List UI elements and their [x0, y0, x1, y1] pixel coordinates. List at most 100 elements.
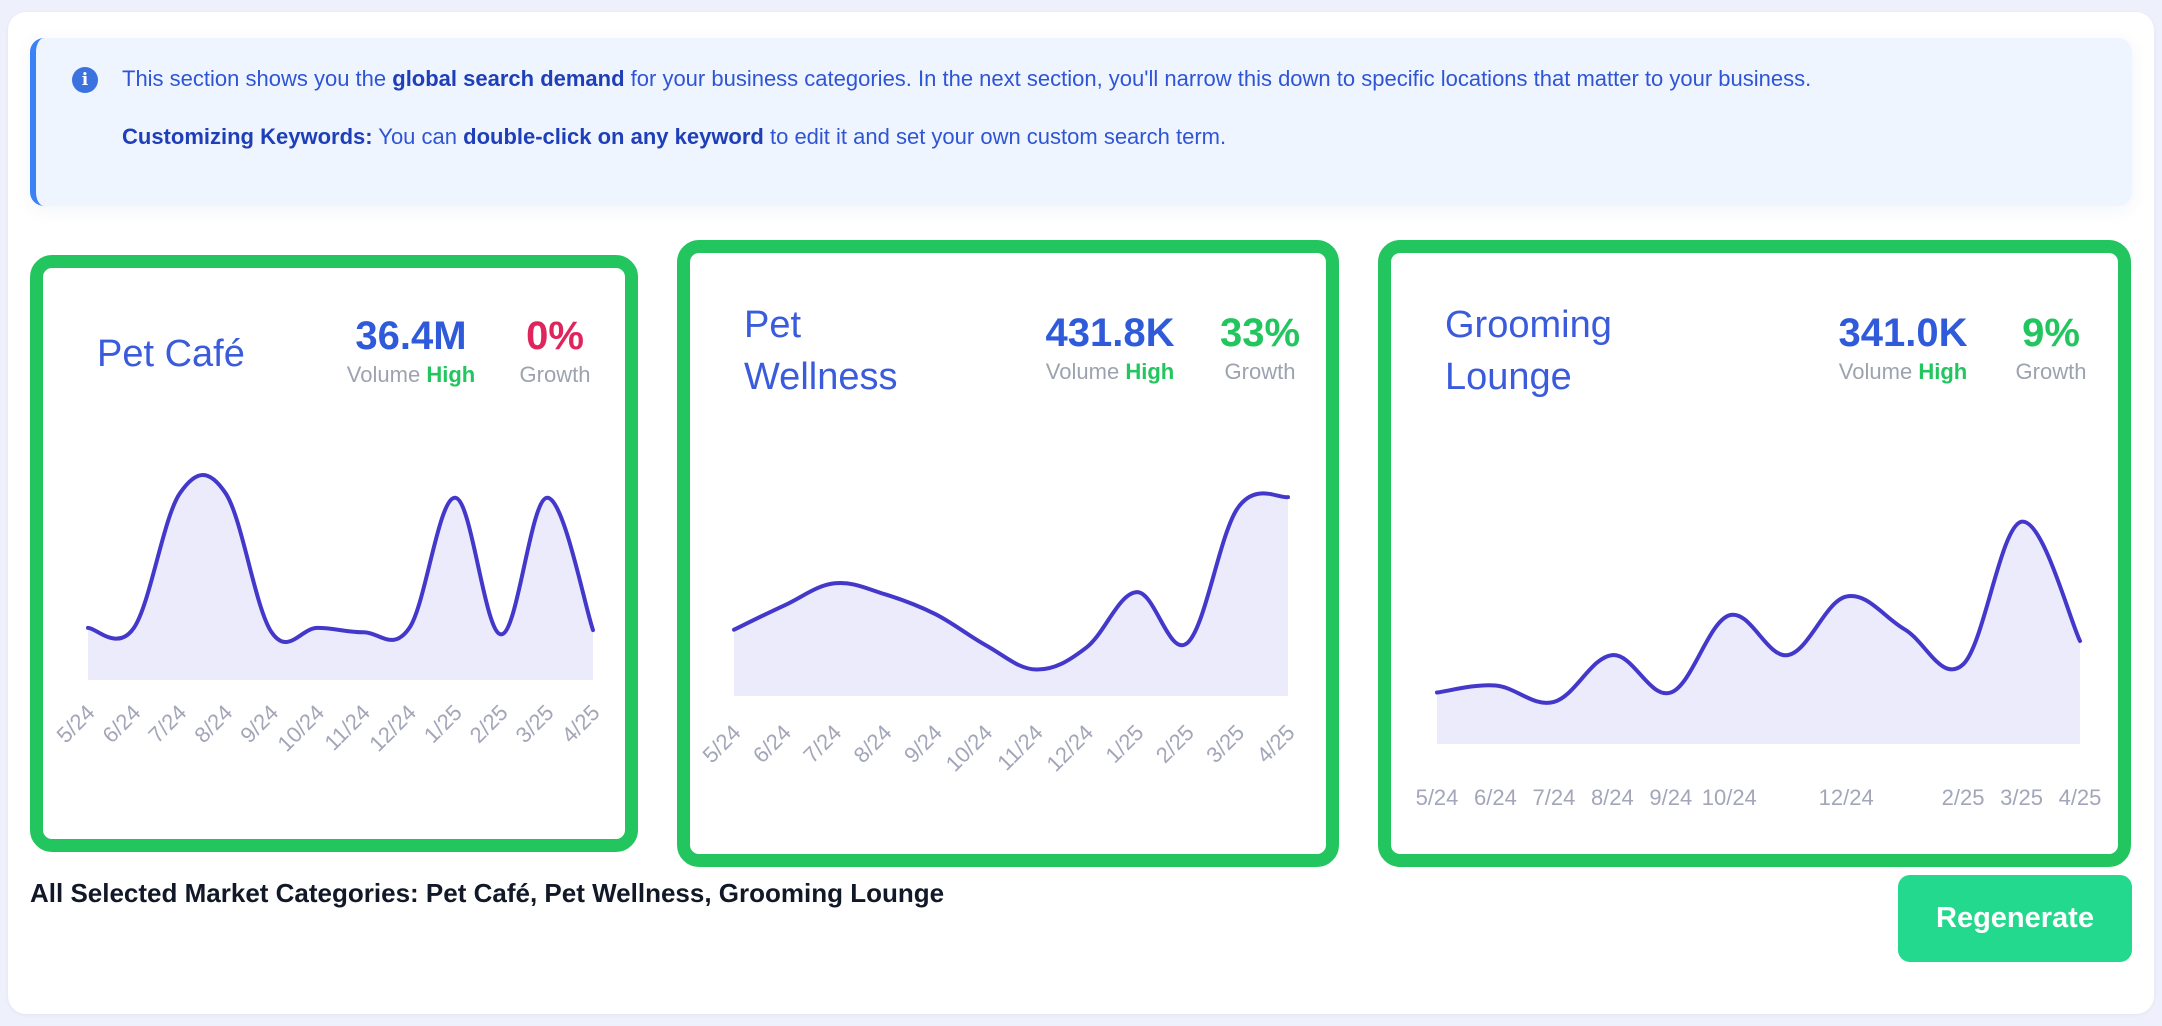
trend-line — [86, 473, 595, 644]
selected-categories-text: All Selected Market Categories: Pet Café… — [30, 878, 945, 908]
growth-metric: 0% Growth — [505, 312, 605, 390]
card-title[interactable]: Grooming Lounge — [1445, 304, 1612, 398]
x-tick-label: 6/24 — [1474, 785, 1517, 810]
growth-metric: 9% Growth — [2001, 309, 2101, 387]
data-point-11/24[interactable] — [1030, 663, 1042, 675]
trend-chart: 5/246/247/248/249/2410/2411/2412/241/252… — [52, 473, 605, 756]
x-tick-label: 2/25 — [1151, 720, 1199, 768]
data-point-1/25[interactable] — [1131, 586, 1143, 598]
area-fill — [88, 474, 593, 680]
data-point-7/24[interactable] — [174, 487, 186, 499]
data-point-6/24[interactable] — [778, 599, 790, 611]
volume-level: High — [1125, 359, 1175, 384]
data-point-6/24[interactable] — [1489, 680, 1501, 692]
x-tick-label: 9/24 — [1649, 785, 1692, 810]
growth-label: Growth — [2015, 359, 2087, 384]
x-tick-label: 8/24 — [849, 720, 897, 768]
data-point-8/24[interactable] — [1606, 649, 1618, 661]
x-tick-label: 11/24 — [320, 700, 375, 755]
category-card-pet-cafe[interactable]: Pet Café 36.4M Volume High 0% Growth 5/2… — [30, 255, 638, 852]
data-point-10/24[interactable] — [980, 639, 992, 651]
data-point-4/25[interactable] — [2074, 635, 2086, 647]
volume-label: Volume High — [1823, 357, 1983, 387]
data-point-3/25[interactable] — [541, 492, 553, 504]
x-tick-label: 7/24 — [143, 700, 191, 748]
growth-value: 0% — [526, 314, 584, 358]
x-tick-label: 3/25 — [511, 700, 559, 748]
info-banner: i This section shows you the global sear… — [30, 38, 2132, 206]
data-point-7/24[interactable] — [829, 577, 841, 589]
volume-metric: 36.4M Volume High — [341, 312, 481, 390]
data-point-2/25[interactable] — [1957, 658, 1969, 670]
data-point-5/24[interactable] — [1431, 687, 1443, 699]
info-text-bold: global search demand — [392, 66, 625, 91]
data-point-9/24[interactable] — [1665, 687, 1677, 699]
x-tick-label: 7/24 — [798, 720, 846, 768]
info-text-line-2: Customizing Keywords: You can double-cli… — [122, 124, 1226, 150]
volume-label-text: Volume — [1838, 359, 1913, 384]
x-tick-label: 12/24 — [1041, 720, 1098, 777]
category-card-pet-wellness[interactable]: Pet Wellness 431.8K Volume High 33% Grow… — [677, 240, 1339, 867]
info-text: This section shows you the — [122, 66, 393, 91]
x-tick-label: 11/24 — [992, 720, 1047, 775]
data-point-12/24[interactable] — [1081, 641, 1093, 653]
x-tick-label: 5/24 — [52, 700, 100, 748]
x-tick-label: 1/25 — [419, 700, 467, 748]
data-point-8/24[interactable] — [879, 588, 891, 600]
data-point-11/24[interactable] — [1782, 649, 1794, 661]
volume-value: 341.0K — [1838, 311, 1968, 355]
info-text: You can — [372, 124, 464, 149]
data-point-1/25[interactable] — [449, 492, 461, 504]
x-tick-label: 4/25 — [1252, 720, 1300, 768]
data-point-2/25[interactable] — [1181, 637, 1193, 649]
card-title[interactable]: Pet Café — [97, 333, 245, 375]
data-point-12/24[interactable] — [1840, 591, 1852, 603]
data-point-5/24[interactable] — [728, 624, 740, 636]
growth-value: 9% — [2022, 311, 2080, 355]
data-point-12/24[interactable] — [403, 622, 415, 634]
data-point-10/24[interactable] — [1723, 609, 1735, 621]
data-point-9/24[interactable] — [266, 626, 278, 638]
area-fill — [1437, 521, 2080, 744]
x-tick-label: 10/24 — [1702, 785, 1757, 810]
data-point-4/25[interactable] — [587, 624, 599, 636]
data-point-6/24[interactable] — [128, 622, 140, 634]
info-text-line-1: This section shows you the global search… — [122, 66, 1811, 92]
data-point-5/24[interactable] — [82, 622, 94, 634]
growth-label: Growth — [519, 362, 591, 387]
data-point-2/25[interactable] — [495, 628, 507, 640]
volume-label-text: Volume — [1045, 359, 1120, 384]
data-point-7/24[interactable] — [1548, 696, 1560, 708]
card-title[interactable]: Pet Wellness — [744, 304, 898, 398]
x-tick-label: 4/25 — [2059, 785, 2102, 810]
volume-level: High — [426, 362, 476, 387]
x-tick-label: 4/25 — [557, 700, 605, 748]
data-point-9/24[interactable] — [929, 608, 941, 620]
data-point-10/24[interactable] — [312, 622, 324, 634]
volume-value: 36.4M — [355, 314, 467, 358]
info-circle-icon: i — [72, 67, 98, 93]
x-tick-label: 9/24 — [899, 720, 947, 768]
trend-line — [1435, 519, 2082, 705]
x-tick-label: 1/25 — [1100, 720, 1148, 768]
data-point-3/25[interactable] — [2016, 516, 2028, 528]
data-point-3/25[interactable] — [1232, 502, 1244, 514]
growth-label: Growth — [1224, 359, 1296, 384]
data-point-11/24[interactable] — [357, 626, 369, 638]
data-point-8/24[interactable] — [220, 487, 232, 499]
regenerate-button[interactable]: Regenerate — [1898, 875, 2132, 962]
x-tick-label: 2/25 — [465, 700, 513, 748]
data-point-4/25[interactable] — [1282, 491, 1294, 503]
x-tick-label: 12/24 — [1819, 785, 1874, 810]
info-text: for your business categories. In the nex… — [624, 66, 1812, 91]
volume-label: Volume High — [1030, 357, 1190, 387]
growth-value: 33% — [1219, 311, 1301, 355]
volume-metric: 341.0K Volume High — [1823, 309, 1983, 387]
x-tick-label: 3/25 — [1201, 720, 1249, 768]
trend-line — [732, 491, 1290, 672]
x-tick-label: 2/25 — [1942, 785, 1985, 810]
category-card-grooming-lounge[interactable]: Grooming Lounge 341.0K Volume High 9% Gr… — [1378, 240, 2131, 867]
x-tick-label: 7/24 — [1532, 785, 1575, 810]
data-point-1/25[interactable] — [1899, 623, 1911, 635]
volume-label-text: Volume — [346, 362, 421, 387]
